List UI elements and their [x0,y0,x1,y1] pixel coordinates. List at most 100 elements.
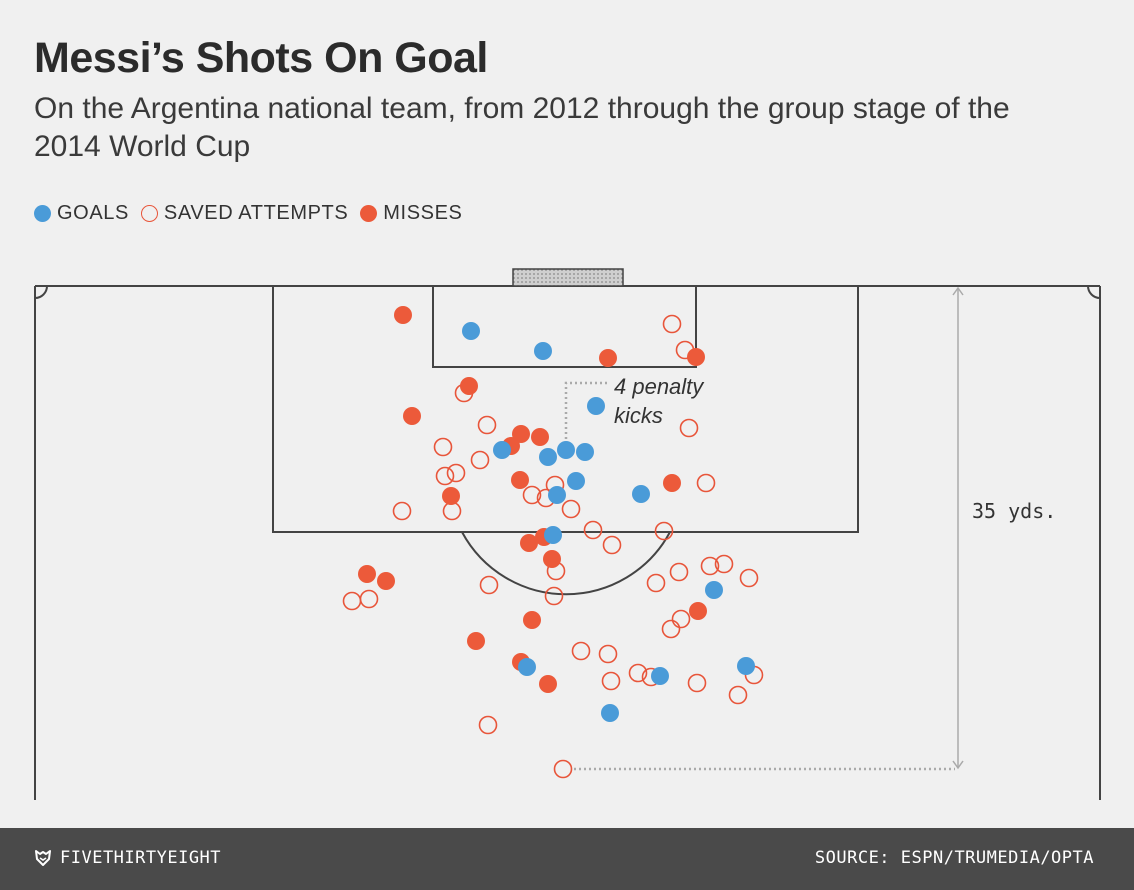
goal-shot-marker [544,526,562,544]
miss-shot-marker [687,348,705,366]
goal-shot-marker [587,397,605,415]
miss-shot-marker [511,471,529,489]
saved-shot-marker [669,562,689,582]
saved-shot-marker [671,609,691,629]
miss-shot-marker [543,550,561,568]
penalty-leader [564,381,608,444]
saved-shot-marker [661,619,681,639]
goal-shot-marker [493,441,511,459]
goal-shot-marker [557,441,575,459]
saved-shot-marker [442,501,462,521]
goal-shot-marker [539,448,557,466]
saved-shot-marker [522,485,542,505]
corner-arc-right [1087,285,1101,299]
saved-marker-icon [140,205,158,222]
corner-arc-left [34,285,48,299]
miss-shot-marker [403,407,421,425]
miss-shot-marker [460,377,478,395]
saved-shot-marker [433,437,453,457]
fivethirtyeight-fox-icon [35,850,51,866]
saved-shot-marker [728,685,748,705]
pitch-lines [34,285,1101,800]
goal-shot-marker [737,657,755,675]
saved-shot-marker [646,573,666,593]
saved-shot-marker [359,589,379,609]
penalty-annotation: 4 penalty kicks [564,374,705,444]
saved-shot-marker [553,759,573,779]
footer-bar: FIVETHIRTYEIGHT SOURCE: ESPN/TRUMEDIA/OP… [0,828,1134,890]
distance-label: 35 yds. [972,499,1056,523]
legend-label-goals: GOALS [57,202,129,224]
saved-shot-marker [687,673,707,693]
miss-shot-marker [539,675,557,693]
saved-shot-marker [477,415,497,435]
saved-shot-marker [479,575,499,595]
goal-net [512,268,624,287]
goal-shot-marker [601,704,619,722]
saved-shot-marker [470,450,490,470]
miss-shot-marker [520,534,538,552]
saved-shot-marker [739,568,759,588]
saved-shot-marker [601,671,621,691]
brand: FIVETHIRTYEIGHT [34,848,221,868]
miss-shot-marker [531,428,549,446]
source-credit: SOURCE: ESPN/TRUMEDIA/OPTA [814,848,1094,868]
saved-shot-marker [714,554,734,574]
legend-label-saved: SAVED ATTEMPTS [163,202,349,224]
saved-shot-marker [561,499,581,519]
miss-shot-marker [663,474,681,492]
shot-markers [342,306,764,779]
penalty-arc [461,531,671,596]
miss-shot-marker [512,425,530,443]
legend-item-goals: GOALS [34,202,129,225]
miss-shot-marker [689,602,707,620]
chart-subtitle: On the Argentina national team, from 201… [34,92,1010,163]
saved-shot-marker [602,535,622,555]
goal-shot-marker [632,485,650,503]
saved-shot-marker [696,473,716,493]
chart-title: Messi’s Shots On Goal [34,34,488,82]
legend-item-saved: SAVED ATTEMPTS [140,202,349,225]
goal-shot-marker [576,443,594,461]
miss-shot-marker [358,565,376,583]
miss-marker-icon [360,205,378,222]
goal-shot-marker [651,667,669,685]
saved-shot-marker [446,463,466,483]
distance-marker [574,286,964,771]
miss-shot-marker [394,306,412,324]
miss-shot-marker [467,632,485,650]
goal-shot-marker [462,322,480,340]
legend-item-misses: MISSES [360,202,462,225]
saved-shot-marker [392,501,412,521]
distance-arrow-top [952,286,964,296]
goal-shot-marker [705,581,723,599]
penalty-label-line2: kicks [614,403,663,428]
legend: GOALS SAVED ATTEMPTS MISSES [34,202,474,225]
goal-shot-marker [548,486,566,504]
saved-shot-marker [598,644,618,664]
penalty-label-line1: 4 penalty [614,374,705,399]
saved-shot-marker [662,314,682,334]
goal-shot-marker [567,472,585,490]
brand-name: FIVETHIRTYEIGHT [60,848,222,868]
saved-shot-marker [478,715,498,735]
saved-shot-marker [654,521,674,541]
saved-shot-marker [571,641,591,661]
saved-shot-marker [628,663,648,683]
distance-arrow-bottom [952,760,964,770]
saved-shot-marker [700,556,720,576]
miss-shot-marker [523,611,541,629]
saved-shot-marker [342,591,362,611]
goal-marker-icon [34,205,51,222]
saved-shot-marker [544,586,564,606]
saved-shot-marker [583,520,603,540]
miss-shot-marker [442,487,460,505]
pitch-diagram: 35 yds. 4 penalty kicks [34,268,1101,800]
goal-shot-marker [534,342,552,360]
saved-shot-marker [679,418,699,438]
goal-shot-marker [518,658,536,676]
miss-shot-marker [599,349,617,367]
legend-label-misses: MISSES [383,202,463,224]
miss-shot-marker [377,572,395,590]
saved-shot-marker [435,466,455,486]
